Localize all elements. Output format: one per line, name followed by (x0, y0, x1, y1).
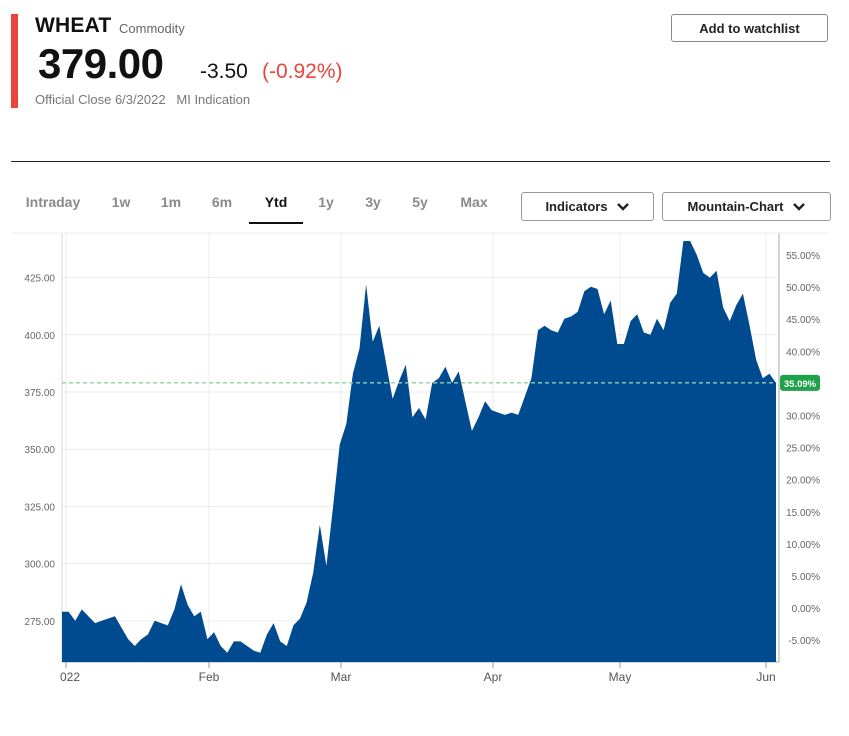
symbol-type: Commodity (119, 21, 185, 36)
x-tick-label: Feb (199, 670, 220, 684)
chevron-down-icon (616, 202, 629, 211)
tab-max[interactable]: Max (460, 194, 488, 210)
x-tick-label: Apr (484, 670, 503, 684)
y-left-tick-label: 375.00 (24, 388, 55, 399)
tab-1y[interactable]: 1y (318, 194, 334, 210)
y-right-tick-label: 45.00% (786, 315, 820, 326)
y-right-tick-label: 10.00% (786, 540, 820, 551)
current-value-badge-label: 35.09% (784, 379, 817, 390)
add-to-watchlist-button[interactable]: Add to watchlist (671, 14, 828, 42)
tab-1w[interactable]: 1w (111, 194, 131, 210)
y-right-tick-label: 15.00% (786, 508, 820, 519)
tab-intraday[interactable]: Intraday (25, 194, 81, 210)
price-change-percent: (-0.92%) (262, 60, 343, 83)
y-left-tick-label: 350.00 (24, 445, 55, 456)
x-tick-label: 022 (60, 670, 80, 684)
tab-1m[interactable]: 1m (160, 194, 182, 210)
symbol-name: WHEAT (35, 14, 112, 37)
y-right-tick-label: 0.00% (792, 604, 820, 615)
chevron-down-icon (792, 202, 805, 211)
chart-grid (11, 232, 830, 663)
official-close-info: Official Close 6/3/2022 MI Indication (35, 92, 251, 107)
y-right-tick-label: 5.00% (792, 572, 820, 583)
y-right-tick-label: 20.00% (786, 476, 820, 487)
chart-type-label: Mountain-Chart (687, 199, 784, 214)
y-left-tick-label: 275.00 (24, 617, 55, 628)
y-right-tick-label: 35.00% (786, 379, 820, 390)
y-right-tick-label: -5.00% (788, 636, 820, 647)
chart-type-dropdown[interactable]: Mountain-Chart (662, 192, 831, 221)
y-right-tick-label: 40.00% (786, 347, 820, 358)
y-right-tick-label: 55.00% (786, 251, 820, 262)
tab-3y[interactable]: 3y (365, 194, 381, 210)
y-right-tick-label: 25.00% (786, 444, 820, 455)
x-tick-label: Mar (331, 670, 352, 684)
tab-ytd[interactable]: Ytd (249, 190, 303, 224)
x-tick-label: May (609, 670, 632, 684)
tab-6m[interactable]: 6m (211, 194, 233, 210)
y-right-tick-label: 30.00% (786, 412, 820, 423)
tab-5y[interactable]: 5y (412, 194, 428, 210)
axis-ticks: 425.00 400.00 375.00 350.00 325.00 300.00 275.… (24, 251, 820, 684)
x-tick-label: Jun (756, 670, 775, 684)
header-divider (11, 161, 830, 162)
y-right-tick-label: 50.00% (786, 283, 820, 294)
y-left-tick-label: 425.00 (24, 274, 55, 285)
last-price: 379.00 (38, 40, 164, 87)
y-left-tick-label: 325.00 (24, 502, 55, 513)
price-change-accent-bar (11, 14, 18, 108)
indicators-label: Indicators (545, 199, 608, 214)
current-value-badge (780, 374, 820, 391)
y-left-tick-label: 300.00 (24, 560, 55, 571)
y-left-tick-label: 400.00 (24, 331, 55, 342)
price-change: -3.50 (200, 60, 248, 83)
indicators-dropdown[interactable]: Indicators (521, 192, 654, 221)
price-area (62, 241, 776, 662)
